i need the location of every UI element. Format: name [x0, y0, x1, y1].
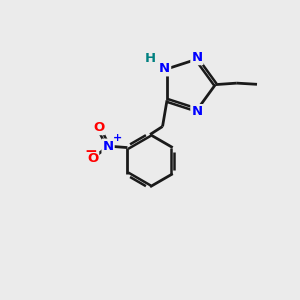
Text: N: N [191, 105, 203, 118]
Text: O: O [93, 121, 104, 134]
Text: H: H [145, 52, 156, 65]
Text: O: O [87, 152, 98, 165]
Text: −: − [84, 144, 97, 159]
Text: N: N [191, 51, 203, 64]
Text: N: N [103, 140, 114, 153]
Text: N: N [159, 62, 170, 75]
Text: +: + [113, 133, 122, 143]
